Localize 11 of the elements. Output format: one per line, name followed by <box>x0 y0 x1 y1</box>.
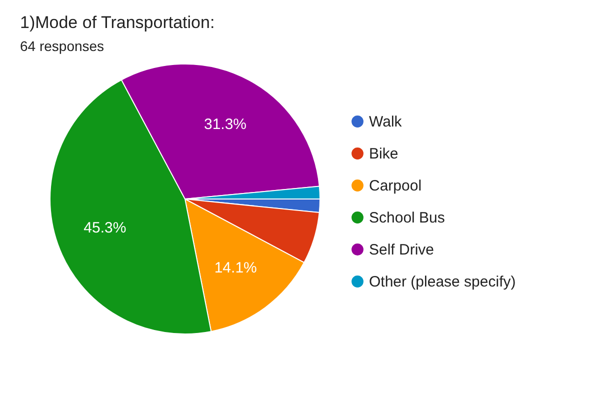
data-label: 45.3% <box>84 220 126 237</box>
chart-title: 1)Mode of Transportation: <box>20 13 215 32</box>
data-label: 31.3% <box>204 116 247 134</box>
legend-label: Carpool <box>369 178 422 194</box>
data-label: 14.1% <box>214 259 257 276</box>
chart-subtitle: 64 responses <box>20 38 104 54</box>
legend-label: Other (please specify) <box>369 274 516 290</box>
legend-label: Walk <box>369 114 402 130</box>
legend-label: Bike <box>369 146 398 162</box>
legend-label: Self Drive <box>369 242 434 258</box>
legend-label: School Bus <box>369 210 445 226</box>
